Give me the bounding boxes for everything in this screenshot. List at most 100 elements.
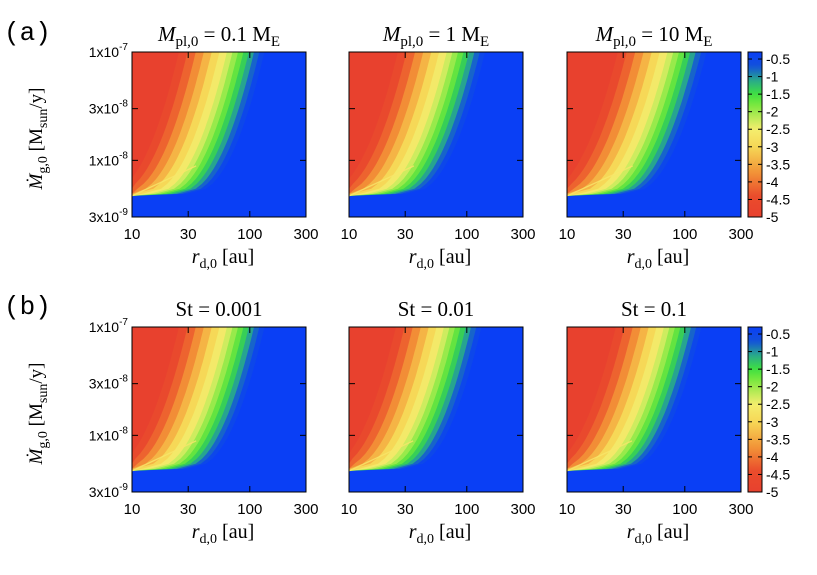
colorbar-tick-label: -1 (766, 69, 779, 85)
colorbar-tick-label: -4 (766, 449, 779, 465)
x-tick-label: 300 (293, 501, 318, 518)
x-axis-label: rd,0 [au] (627, 521, 690, 547)
heatmap (349, 52, 523, 217)
x-tick-label: 300 (293, 226, 318, 243)
x-tick-label: 100 (454, 226, 479, 243)
heatmap (132, 327, 306, 492)
boundary-edge (132, 165, 197, 197)
x-tick-label: 10 (124, 501, 141, 518)
x-tick-label: 100 (672, 501, 697, 518)
colorbar: -0.5 -1-1.5 -2-2.5 -3-3.5 -4-4.5 -5 (747, 51, 790, 225)
plot-frame (348, 326, 524, 493)
colorbar-tick-label: -2.5 (766, 121, 790, 137)
boundary-edge (567, 165, 634, 197)
panel-2: 10 30 100 300 Mpl,0 = 1 ME rd,0 [au] (341, 22, 536, 272)
plot-frame (131, 326, 307, 493)
heatmap-band (132, 52, 179, 196)
panel-title: St = 0.01 (398, 297, 475, 321)
panel-title: Mpl,0 = 1 ME (382, 22, 489, 50)
x-tick-label: 10 (559, 501, 576, 518)
colorbar-tick-label: -4 (766, 174, 779, 190)
panel-1: 10 30 100 300 3x10-9 1x10-8 3x10-8 1x10-7 Mpl,0 … (26, 22, 319, 272)
heatmap-band (567, 52, 618, 196)
x-tick-label: 30 (180, 226, 197, 243)
boundary-edge (132, 440, 197, 472)
x-tick-label: 10 (341, 226, 358, 243)
x-tick-label: 100 (237, 226, 262, 243)
y-tick-label: 3x10-9 (89, 207, 129, 225)
x-tick-label: 10 (124, 226, 141, 243)
x-tick-label: 10 (559, 226, 576, 243)
x-tick-label: 30 (397, 226, 414, 243)
y-tick-label: 1x10-7 (89, 317, 129, 335)
y-tick-label: 1x10-7 (89, 42, 129, 60)
x-tick-label: 300 (728, 501, 753, 518)
colorbar-tick-label: -1.5 (766, 361, 790, 377)
x-axis-label: rd,0 [au] (627, 246, 690, 272)
colorbar-tick-label: -2.5 (766, 396, 790, 412)
heatmap-band (567, 327, 616, 471)
colorbar-gradient (747, 51, 763, 218)
panel-title: St = 0.1 (621, 297, 687, 321)
panel-title: St = 0.001 (175, 297, 262, 321)
heatmap (567, 327, 741, 492)
panel-title: Mpl,0 = 10 ME (595, 22, 713, 50)
x-axis-label: rd,0 [au] (409, 521, 472, 547)
y-tick-label: 3x10-9 (89, 482, 129, 500)
x-tick-label: 300 (510, 501, 535, 518)
boundary-edge (349, 165, 415, 197)
row-label-a: (a) (4, 18, 51, 48)
colorbar-tick-label: -4.5 (766, 466, 790, 482)
colorbar-tick-label: -3.5 (766, 431, 790, 447)
x-tick-label: 100 (672, 226, 697, 243)
x-axis-label: rd,0 [au] (409, 246, 472, 272)
colorbar-tick-label: -4.5 (766, 191, 790, 207)
y-tick-label: 1x10-8 (89, 425, 129, 443)
x-tick-label: 10 (341, 501, 358, 518)
heatmap (349, 327, 523, 492)
colorbar-tick-label: -1.5 (766, 86, 790, 102)
panel-4: 10 30 100 300 3x10-9 1x10-8 3x10-8 1x10-7 St = 0… (26, 297, 319, 547)
colorbar-tick-label: -2 (766, 379, 779, 395)
colorbar-tick-label: -0.5 (766, 51, 790, 67)
heatmap-band (349, 327, 396, 471)
x-tick-label: 100 (454, 501, 479, 518)
x-tick-label: 30 (180, 501, 197, 518)
x-axis-label: rd,0 [au] (192, 521, 255, 547)
colorbar: -0.5 -1-1.5 -2-2.5 -3-3.5 -4-4.5 -5 (747, 326, 790, 500)
colorbar-tick-label: -0.5 (766, 326, 790, 342)
colorbar-tick-label: -3 (766, 139, 779, 155)
y-tick-label: 3x10-8 (89, 99, 129, 117)
y-tick-label: 3x10-8 (89, 374, 129, 392)
colorbar-tick-label: -3 (766, 414, 779, 430)
y-axis-label: Ṁg,0 [Msun/y] (26, 88, 51, 191)
heatmap-band (349, 52, 398, 196)
plot-frame (566, 326, 742, 493)
boundary-edge (349, 440, 414, 472)
y-tick-label: 1x10-8 (89, 150, 129, 168)
panel-3: 10 30 100 300 Mpl,0 = 10 ME rd,0 [au] -0.5 -1-1… (559, 22, 791, 272)
colorbar-tick-label: -1 (766, 344, 779, 360)
y-axis-label: Ṁg,0 [Msun/y] (26, 363, 51, 466)
colorbar-gradient (747, 326, 763, 493)
x-tick-label: 30 (615, 226, 632, 243)
boundary-edge (567, 440, 633, 472)
colorbar-tick-label: -5 (766, 209, 779, 225)
panel-5: 10 30 100 300 St = 0.01 rd,0 [au] (341, 297, 536, 547)
x-tick-label: 100 (237, 501, 262, 518)
x-tick-label: 300 (728, 226, 753, 243)
x-tick-label: 30 (615, 501, 632, 518)
x-tick-label: 300 (510, 226, 535, 243)
heatmap (567, 52, 741, 217)
row-label-b: (b) (4, 292, 51, 322)
x-tick-label: 30 (397, 501, 414, 518)
heatmap (132, 52, 306, 217)
panel-title: Mpl,0 = 0.1 ME (157, 22, 280, 50)
colorbar-tick-label: -5 (766, 484, 779, 500)
plot-frame (348, 51, 524, 218)
plot-frame (131, 51, 307, 218)
x-axis-label: rd,0 [au] (192, 246, 255, 272)
colorbar-tick-label: -2 (766, 104, 779, 120)
